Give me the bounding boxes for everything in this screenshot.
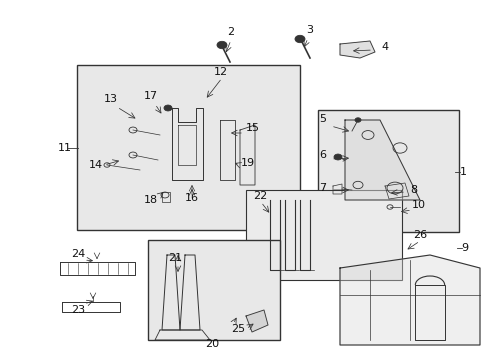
Circle shape — [163, 105, 172, 111]
Text: 10: 10 — [411, 200, 425, 210]
Text: 3: 3 — [306, 25, 313, 35]
Text: 15: 15 — [245, 123, 260, 133]
Circle shape — [354, 118, 360, 122]
Text: 20: 20 — [204, 339, 219, 349]
Bar — [317, 110, 458, 232]
Text: 5: 5 — [319, 114, 326, 124]
Text: 22: 22 — [252, 191, 266, 201]
Text: 2: 2 — [227, 27, 234, 37]
Text: 13: 13 — [104, 94, 118, 104]
Text: 19: 19 — [241, 158, 255, 168]
Circle shape — [294, 35, 305, 43]
Text: 8: 8 — [409, 185, 417, 195]
Text: 7: 7 — [319, 183, 326, 193]
Text: 26: 26 — [412, 230, 426, 240]
Text: 12: 12 — [214, 67, 227, 77]
Text: 4: 4 — [381, 42, 388, 52]
Circle shape — [217, 41, 226, 49]
Bar — [77, 65, 299, 230]
Polygon shape — [339, 255, 479, 345]
Text: 11: 11 — [58, 143, 72, 153]
Text: 9: 9 — [461, 243, 468, 253]
Text: 14: 14 — [89, 160, 103, 170]
Bar — [148, 240, 280, 340]
Text: 6: 6 — [319, 150, 326, 160]
Text: 16: 16 — [184, 193, 199, 203]
Polygon shape — [339, 41, 374, 58]
Polygon shape — [245, 310, 267, 332]
Text: 1: 1 — [459, 167, 466, 177]
Circle shape — [333, 154, 341, 160]
Text: 21: 21 — [167, 253, 182, 263]
Text: 23: 23 — [71, 305, 85, 315]
Text: 18: 18 — [143, 195, 158, 205]
Text: 25: 25 — [230, 324, 244, 334]
Text: 24: 24 — [71, 249, 85, 259]
Bar — [245, 190, 401, 280]
Text: 17: 17 — [143, 91, 158, 101]
Polygon shape — [345, 120, 419, 200]
